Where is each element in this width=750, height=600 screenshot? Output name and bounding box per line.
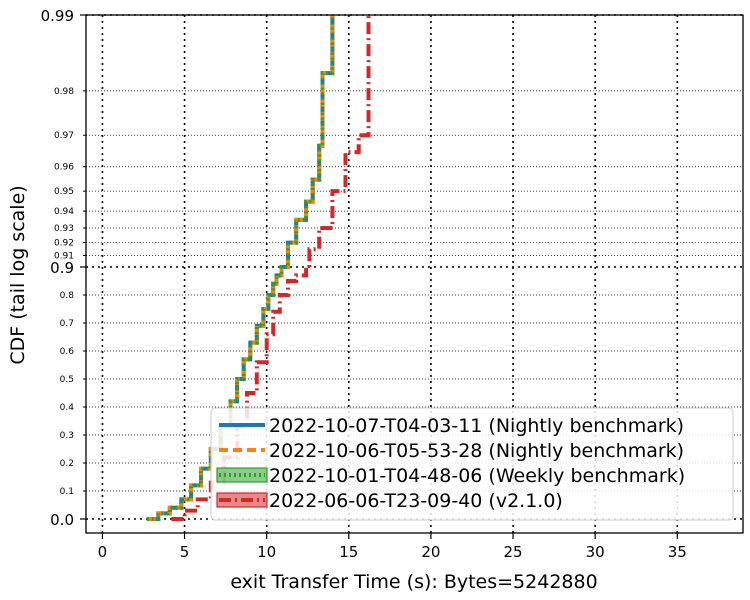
y-axis-label: CDF (tail log scale)	[7, 185, 29, 364]
series-line-3	[146, 15, 335, 521]
axes	[85, 14, 744, 534]
y-minor-tick-label: 0.2	[60, 459, 74, 469]
y-minor-tick-label: 0.94	[54, 207, 74, 217]
x-tick-label: 30	[586, 543, 605, 561]
legend-label: 2022-10-07-T04-03-11 (Nightly benchmark)	[269, 415, 684, 437]
series-line-4	[171, 15, 371, 521]
x-tick-label: 15	[339, 543, 358, 561]
legend-swatch-bg	[216, 467, 268, 483]
y-major-tick-label: 0.99	[41, 7, 74, 25]
y-minor-tick-label: 0.1	[60, 487, 74, 497]
x-tick-label: 25	[504, 543, 523, 561]
tick-layer: 0 5 10 15 20 25 30 35 0.1 0.2 0.3 0.4 0.5 0.6 0.7 0.8 0.…	[41, 7, 687, 561]
y-major-tick-label: 0.0	[50, 511, 74, 529]
y-minor-tick-label: 0.96	[54, 163, 74, 173]
legend-box	[210, 407, 734, 521]
y-minor-tick-label: 0.95	[54, 187, 74, 197]
legend-label: 2022-10-01-T04-48-06 (Weekly benchmark)	[269, 465, 685, 487]
series-layer	[146, 15, 371, 521]
x-tick-label: 5	[180, 543, 190, 561]
x-tick-label: 20	[421, 543, 440, 561]
y-minor-tick-label: 0.7	[60, 319, 74, 329]
legend-label: 2022-10-06-T05-53-28 (Nightly benchmark)	[269, 440, 684, 462]
y-minor-tick-label: 0.91	[54, 251, 74, 261]
legend: 2022-10-07-T04-03-11 (Nightly benchmark)…	[210, 407, 734, 521]
y-minor-tick-label: 0.93	[54, 224, 74, 234]
legend-label: 2022-06-06-T23-09-40 (v2.1.0)	[269, 490, 563, 512]
y-minor-tick-label: 0.3	[60, 431, 74, 441]
y-minor-tick-label: 0.4	[60, 403, 75, 413]
y-major-tick-label: 0.9	[50, 259, 74, 277]
plot-frame	[85, 14, 744, 534]
y-minor-tick-label: 0.97	[54, 131, 74, 141]
y-minor-tick-label: 0.6	[60, 347, 75, 357]
y-minor-tick-label: 0.92	[54, 239, 74, 249]
y-minor-tick-label: 0.8	[60, 291, 75, 301]
x-tick-label: 35	[668, 543, 687, 561]
y-minor-tick-label: 0.5	[60, 375, 74, 385]
x-tick-label: 0	[98, 543, 108, 561]
x-tick-label: 10	[257, 543, 276, 561]
y-minor-tick-label: 0.98	[54, 87, 74, 97]
x-axis-label: exit Transfer Time (s): Bytes=5242880	[230, 571, 597, 593]
